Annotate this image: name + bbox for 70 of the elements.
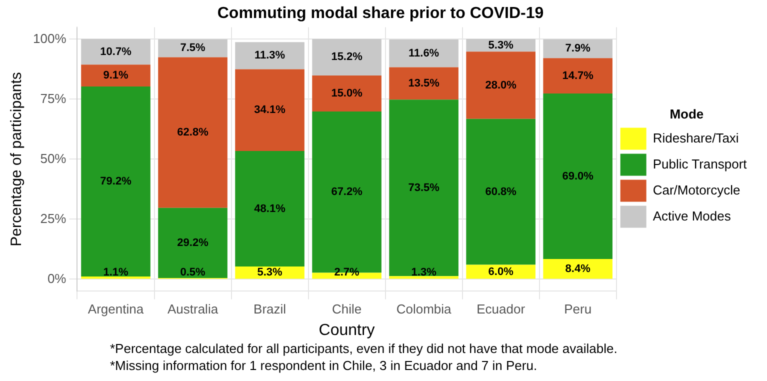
data-label: 73.5% (408, 182, 440, 194)
data-label: 7.9% (565, 42, 591, 55)
data-label: 7.5% (180, 42, 206, 54)
data-label: 8.4% (565, 262, 591, 275)
data-label: 1.3% (411, 266, 437, 279)
y-tick-label: 25% (40, 210, 67, 226)
y-tick-label: 75% (40, 90, 67, 106)
data-label: 60.8% (485, 186, 517, 198)
legend-label: Active Modes (652, 208, 732, 224)
text: *Missing information for 1 respondent in Chile, 3 in Ecuador and 7 in Peru. (110, 357, 538, 374)
x-tick-label: Brazil (254, 302, 286, 317)
bar (235, 151, 304, 266)
text: *Percentage calculated for all participants, even if they did not have that mode available. (110, 340, 618, 357)
bar (389, 276, 458, 279)
data-label: 62.8% (177, 126, 209, 139)
data-label: 15.2% (331, 51, 363, 64)
bar (81, 64, 150, 86)
data-label: 29.2% (177, 236, 209, 249)
data-label: 79.2% (100, 176, 132, 188)
legend-title: Mode (670, 106, 704, 122)
data-label: 6.0% (488, 266, 514, 278)
bar (466, 52, 536, 119)
data-label: 1.1% (103, 266, 129, 279)
legend-label: Public Transport (652, 156, 748, 172)
data-label: 13.5% (408, 78, 440, 90)
bar (466, 118, 536, 265)
data-label: 9.1% (103, 70, 129, 82)
data-label: 48.1% (254, 202, 286, 215)
bar (312, 38, 382, 76)
bar (158, 57, 228, 208)
x-tick-label: Ecuador (476, 302, 526, 317)
y-tick-label: 100% (33, 30, 67, 46)
x-tick-label: Peru (564, 302, 592, 317)
bar (235, 69, 304, 152)
y-tick-label: 0% (47, 270, 67, 286)
data-label: 69.0% (562, 170, 594, 182)
bar (158, 39, 228, 58)
bar (158, 208, 228, 278)
bar (389, 67, 458, 100)
bar (543, 259, 612, 279)
data-label: 28.0% (485, 79, 517, 92)
data-label: 67.2% (331, 186, 363, 198)
legend-label: Rideshare/Taxi (652, 130, 739, 146)
data-label: 14.7% (562, 70, 594, 82)
y-axis-title: Percentage of participants (8, 72, 26, 246)
bar (389, 100, 458, 276)
bar (389, 39, 458, 68)
x-tick-label: Argentina (88, 302, 144, 317)
bar (543, 58, 612, 94)
bar (543, 93, 612, 260)
data-label: 0.5% (180, 266, 206, 279)
data-label: 34.1% (254, 104, 286, 116)
data-label: 5.3% (488, 39, 514, 52)
x-tick-label: Colombia (396, 302, 452, 317)
data-label: 11.3% (254, 50, 286, 62)
x-tick-label: Australia (167, 302, 219, 317)
bar (312, 75, 382, 112)
data-label: 5.3% (257, 266, 283, 279)
chart-title: Commuting modal share prior to COVID-19 (217, 5, 544, 22)
x-tick-label: Chile (332, 302, 362, 317)
bar (81, 38, 150, 65)
bar (543, 39, 612, 58)
data-label: 10.7% (100, 46, 132, 58)
bar (81, 86, 150, 277)
data-label: 15.0% (331, 87, 363, 100)
y-tick-label: 50% (40, 150, 67, 166)
bar (235, 42, 304, 70)
legend-label: Car/Motorcycle (652, 182, 740, 198)
x-axis-title: Country (318, 322, 375, 339)
data-label: 11.6% (408, 47, 440, 60)
